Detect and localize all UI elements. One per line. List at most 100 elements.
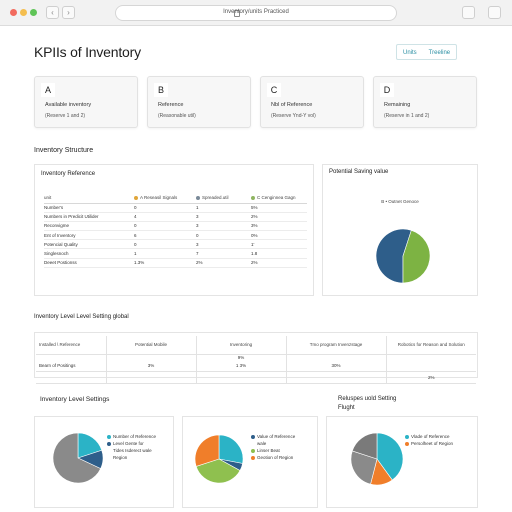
kpi-card-b[interactable]: B Reference (Reasonable util) <box>147 76 251 128</box>
cell-value: 1' <box>251 239 307 250</box>
table-row[interactable]: Ent of Inventory 6 0 0% <box>44 230 307 241</box>
pie-1-legend: Number of Reference Level Gente for Tide… <box>107 433 156 461</box>
legend-label: Persolheet of Region <box>411 441 454 446</box>
cell-value <box>286 371 387 384</box>
legend-dot-icon <box>107 434 111 439</box>
maximize-window-icon[interactable] <box>30 9 37 16</box>
row-label: Number's <box>44 203 134 213</box>
kpi-sub: (Reserve Ynd-Y vol) <box>271 113 316 119</box>
row-label <box>36 354 107 360</box>
legend-dot-icon <box>251 196 255 201</box>
kpi-card-c[interactable]: C Nbl of Reference (Reserve Ynd-Y vol) <box>260 76 364 128</box>
row-label: Singlesnoch <box>44 248 134 259</box>
close-window-icon[interactable] <box>10 9 17 16</box>
browser-toolbar: ‹ › Inventory/units Practiced <box>0 0 512 26</box>
column-header: Tmo program Invenzstage <box>286 336 387 355</box>
kpi-card-a[interactable]: A Available inventory (Reserve 1 and 2) <box>34 76 138 128</box>
level-pie-panel-2: Value of Reference wale Linser Beat Geot… <box>182 416 318 508</box>
table-row[interactable]: Singlesnoch 1 7 1.8 <box>44 248 307 259</box>
cell-value: 0 <box>134 221 196 232</box>
tabs-icon[interactable] <box>488 6 501 19</box>
row-label: Deeet Postionss <box>44 258 134 268</box>
legend-label: Geotion of Region <box>257 455 294 460</box>
table-row[interactable]: Deeet Postionss 1.3% 2% 2% <box>44 258 307 268</box>
cell-value: 2% <box>251 212 307 222</box>
pie-slice <box>376 229 412 283</box>
view-toggle: Units Treeline <box>396 44 458 60</box>
pie-slice <box>195 435 220 467</box>
cell-value: 1 3% <box>196 359 287 372</box>
column-header-label: Spreaded.util <box>202 195 229 201</box>
table-header-row: unit A Reseasil Signals Spreaded.util C … <box>44 193 307 204</box>
table-row[interactable]: Reconvigme 0 3 3% <box>44 221 307 232</box>
row-label: Reconvigme <box>44 221 134 232</box>
potential-saving-title: Potential Saving value <box>329 169 389 175</box>
legend-dot-icon <box>196 196 200 201</box>
kpi-sub: (Reserve in 1 and 2) <box>384 113 430 119</box>
potential-saving-panel: Potential Saving value B • Outnet Genoce <box>322 164 478 296</box>
pie-2-legend: Value of Reference wale Linser Beat Geot… <box>251 433 295 461</box>
cell-value <box>286 354 387 360</box>
treeline-button[interactable]: Treeline <box>428 50 451 56</box>
cell-value: 3% <box>106 359 197 372</box>
table-row[interactable]: Number's 0 1 5% <box>44 203 307 213</box>
legend-dot-icon <box>405 441 409 446</box>
kpi-letter: A <box>41 83 55 97</box>
potential-saving-pie <box>376 229 430 283</box>
legend-item: Persolheet of Region <box>405 440 453 447</box>
legend-item: Tides Isderect wale <box>107 447 156 454</box>
pie-slice <box>351 450 378 485</box>
kpi-letter: C <box>267 83 281 97</box>
cell-value <box>106 354 197 360</box>
legend-item: Region <box>107 454 156 461</box>
kpi-sub: (Reasonable util) <box>158 113 196 119</box>
row-label: Bearn of Positings <box>36 359 107 372</box>
table-row[interactable]: Potencial Quality 0 3 1' <box>44 239 307 250</box>
kpi-label: Available inventory <box>45 102 92 108</box>
level-settings-right-title: Reluspes uold Setting <box>338 396 397 402</box>
table-row[interactable]: Bearn of Positings 3% 1 3% 30% <box>36 359 476 372</box>
cell-value: 3 <box>196 239 251 250</box>
legend-label: Number of Reference <box>113 434 157 439</box>
level-pie-panel-3: Vlade of Reference Persolheet of Region <box>326 416 478 508</box>
level-pie-2 <box>195 435 243 483</box>
level-pie-3 <box>351 433 403 485</box>
cell-value: 6 <box>134 230 196 241</box>
address-bar[interactable]: Inventory/units Practiced <box>115 5 397 21</box>
legend-dot-icon <box>251 434 255 439</box>
legend-item: Linser Beat <box>251 447 295 454</box>
cell-value: 9% <box>196 354 287 360</box>
column-header: Robotics for Reason and Solution <box>386 336 476 355</box>
cell-value: 2% <box>196 258 251 268</box>
units-button[interactable]: Units <box>403 50 417 56</box>
row-label: Potencial Quality <box>44 239 134 250</box>
pie-slice <box>376 433 403 481</box>
kpi-letter: B <box>154 83 168 97</box>
cell-value <box>386 359 476 372</box>
row-label: Ent of Inventory <box>44 230 134 241</box>
inventory-reference-table: unit A Reseasil Signals Spreaded.util C … <box>44 193 307 268</box>
forward-arrow-icon[interactable]: › <box>62 6 75 19</box>
level-global-heading: Inventory Level Level Setting global <box>34 314 129 320</box>
share-icon[interactable] <box>462 6 475 19</box>
table-row[interactable]: Numbers in Predicit Utilider 4 3 2% <box>44 212 307 222</box>
table-row[interactable]: 2% <box>36 371 476 384</box>
table-row[interactable]: 9% <box>36 354 476 360</box>
table-header-row: Installed \ Reference Potential Mobile I… <box>36 336 476 355</box>
legend-item: Value of Reference <box>251 433 295 440</box>
legend-label: Tides Isderect wale <box>113 448 152 453</box>
kpi-card-d[interactable]: D Remaining (Reserve in 1 and 2) <box>373 76 477 128</box>
kpi-sub: (Reserve 1 and 2) <box>45 113 86 119</box>
minimize-window-icon[interactable] <box>20 9 27 16</box>
kpi-label: Nbl of Reference <box>271 102 313 108</box>
cell-value: 1.8 <box>251 248 307 259</box>
pie-caption: B • Outnet Genoce <box>381 199 419 204</box>
level-settings-heading: Inventory Level Settings <box>40 396 110 403</box>
back-arrow-icon[interactable]: ‹ <box>46 6 59 19</box>
cell-value: 1 <box>196 203 251 213</box>
pie-slice <box>53 433 102 483</box>
column-header: Spreaded.util <box>196 193 251 204</box>
legend-item: wale <box>251 440 295 447</box>
legend-dot-icon <box>107 441 111 446</box>
column-header-label: A Reseasil Signals <box>140 195 178 201</box>
